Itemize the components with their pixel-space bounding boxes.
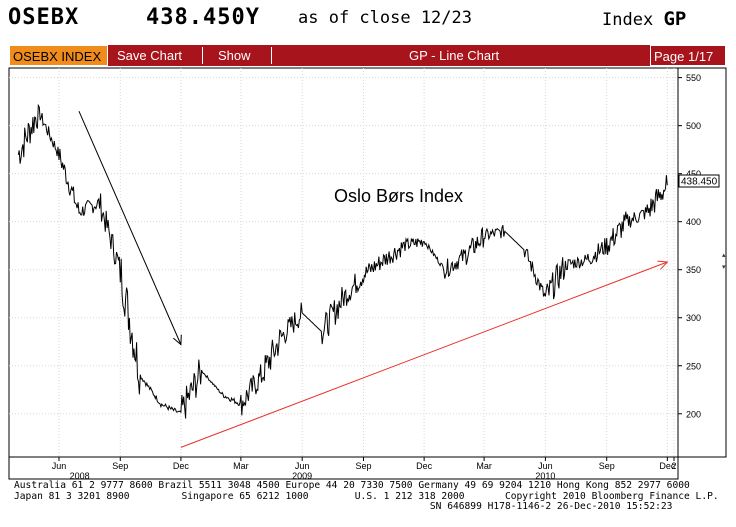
last-value-label: 438.450 [681, 177, 718, 188]
x-tick-label: Mar [233, 461, 249, 471]
arrow-head [172, 334, 182, 346]
scroll-up-icon[interactable]: ▴ [722, 251, 726, 259]
as-of-date: as of close 12/23 [298, 8, 472, 28]
page-indicator[interactable]: Page 1/17 [650, 45, 726, 66]
show-button[interactable]: Show [218, 48, 251, 63]
toolbar-divider [271, 47, 272, 64]
x-tick-label: Sep [599, 461, 615, 471]
header: OSEBX 438.450Y as of close 12/23 Index G… [0, 0, 736, 40]
price-series [17, 103, 668, 419]
y-tick-label: 350 [686, 265, 701, 275]
chart-type-title: GP - Line Chart [409, 48, 500, 63]
footer-line-1: Australia 61 2 9777 8600 Brazil 5511 304… [14, 480, 690, 491]
y-axis-panel [677, 67, 727, 458]
last-price: 438.450Y [146, 5, 260, 30]
footer: Australia 61 2 9777 8600 Brazil 5511 304… [14, 480, 719, 513]
year-label: 2009 [292, 471, 312, 481]
save-chart-button[interactable]: Save Chart [117, 48, 183, 63]
y-tick-label: 500 [686, 121, 701, 131]
y-tick-label: 400 [686, 217, 701, 227]
year-label: 2010 [535, 471, 555, 481]
y-tick-label: 250 [686, 361, 701, 371]
y-tick-label: 200 [686, 409, 701, 419]
x-tick-label: Dec [416, 461, 433, 471]
index-word: Index [602, 10, 654, 30]
footer-line-2: Japan 81 3 3201 8900 Singapore 65 6212 1… [14, 490, 719, 502]
ticker-tab[interactable]: OSEBX INDEX [9, 45, 108, 66]
toolbar-divider [202, 47, 203, 64]
ticker-symbol: OSEBX [8, 5, 80, 30]
y-tick-label: 550 [686, 73, 701, 83]
x-tick-label: Mar [476, 461, 492, 471]
last-value-marker: 438.450 [678, 174, 720, 188]
x-tick-label: Jun [538, 461, 553, 471]
trend-arrows [78, 111, 669, 448]
x-tick-label: Dec [659, 461, 676, 471]
x-tick-label: Jun [295, 461, 310, 471]
arrow-head [657, 260, 669, 270]
arrow-line [78, 111, 182, 345]
footer-line-3: SN 646899 H178-1146-2 26-Dec-2010 15:52:… [14, 501, 673, 512]
price-line [17, 103, 668, 419]
chart-title: Oslo Børs Index [334, 186, 463, 206]
index-code: GP [663, 8, 687, 30]
scroll-down-icon[interactable]: ▾ [722, 263, 726, 271]
x-tick-label: Dec [173, 461, 190, 471]
y-tick-label: 450 [686, 169, 701, 179]
index-label: Index GP [602, 8, 686, 30]
x-axis-panel [8, 456, 679, 480]
x-tick-label: Sep [112, 461, 128, 471]
y-tick-label: 300 [686, 313, 701, 323]
grid-lines [9, 68, 678, 457]
scroll-arrows[interactable]: ▴ ▾ [722, 251, 726, 271]
arrow-line [180, 261, 668, 448]
toolbar: OSEBX INDEX Save Chart Show GP - Line Ch… [9, 45, 726, 66]
x-tick-label: Sep [355, 461, 371, 471]
y-axis-ticks: 200 250 300 350 400 450 500 550 [678, 73, 701, 419]
x-tick-label: 2 [671, 461, 676, 471]
year-label: 2008 [70, 471, 90, 481]
x-tick-label: Jun [52, 461, 67, 471]
